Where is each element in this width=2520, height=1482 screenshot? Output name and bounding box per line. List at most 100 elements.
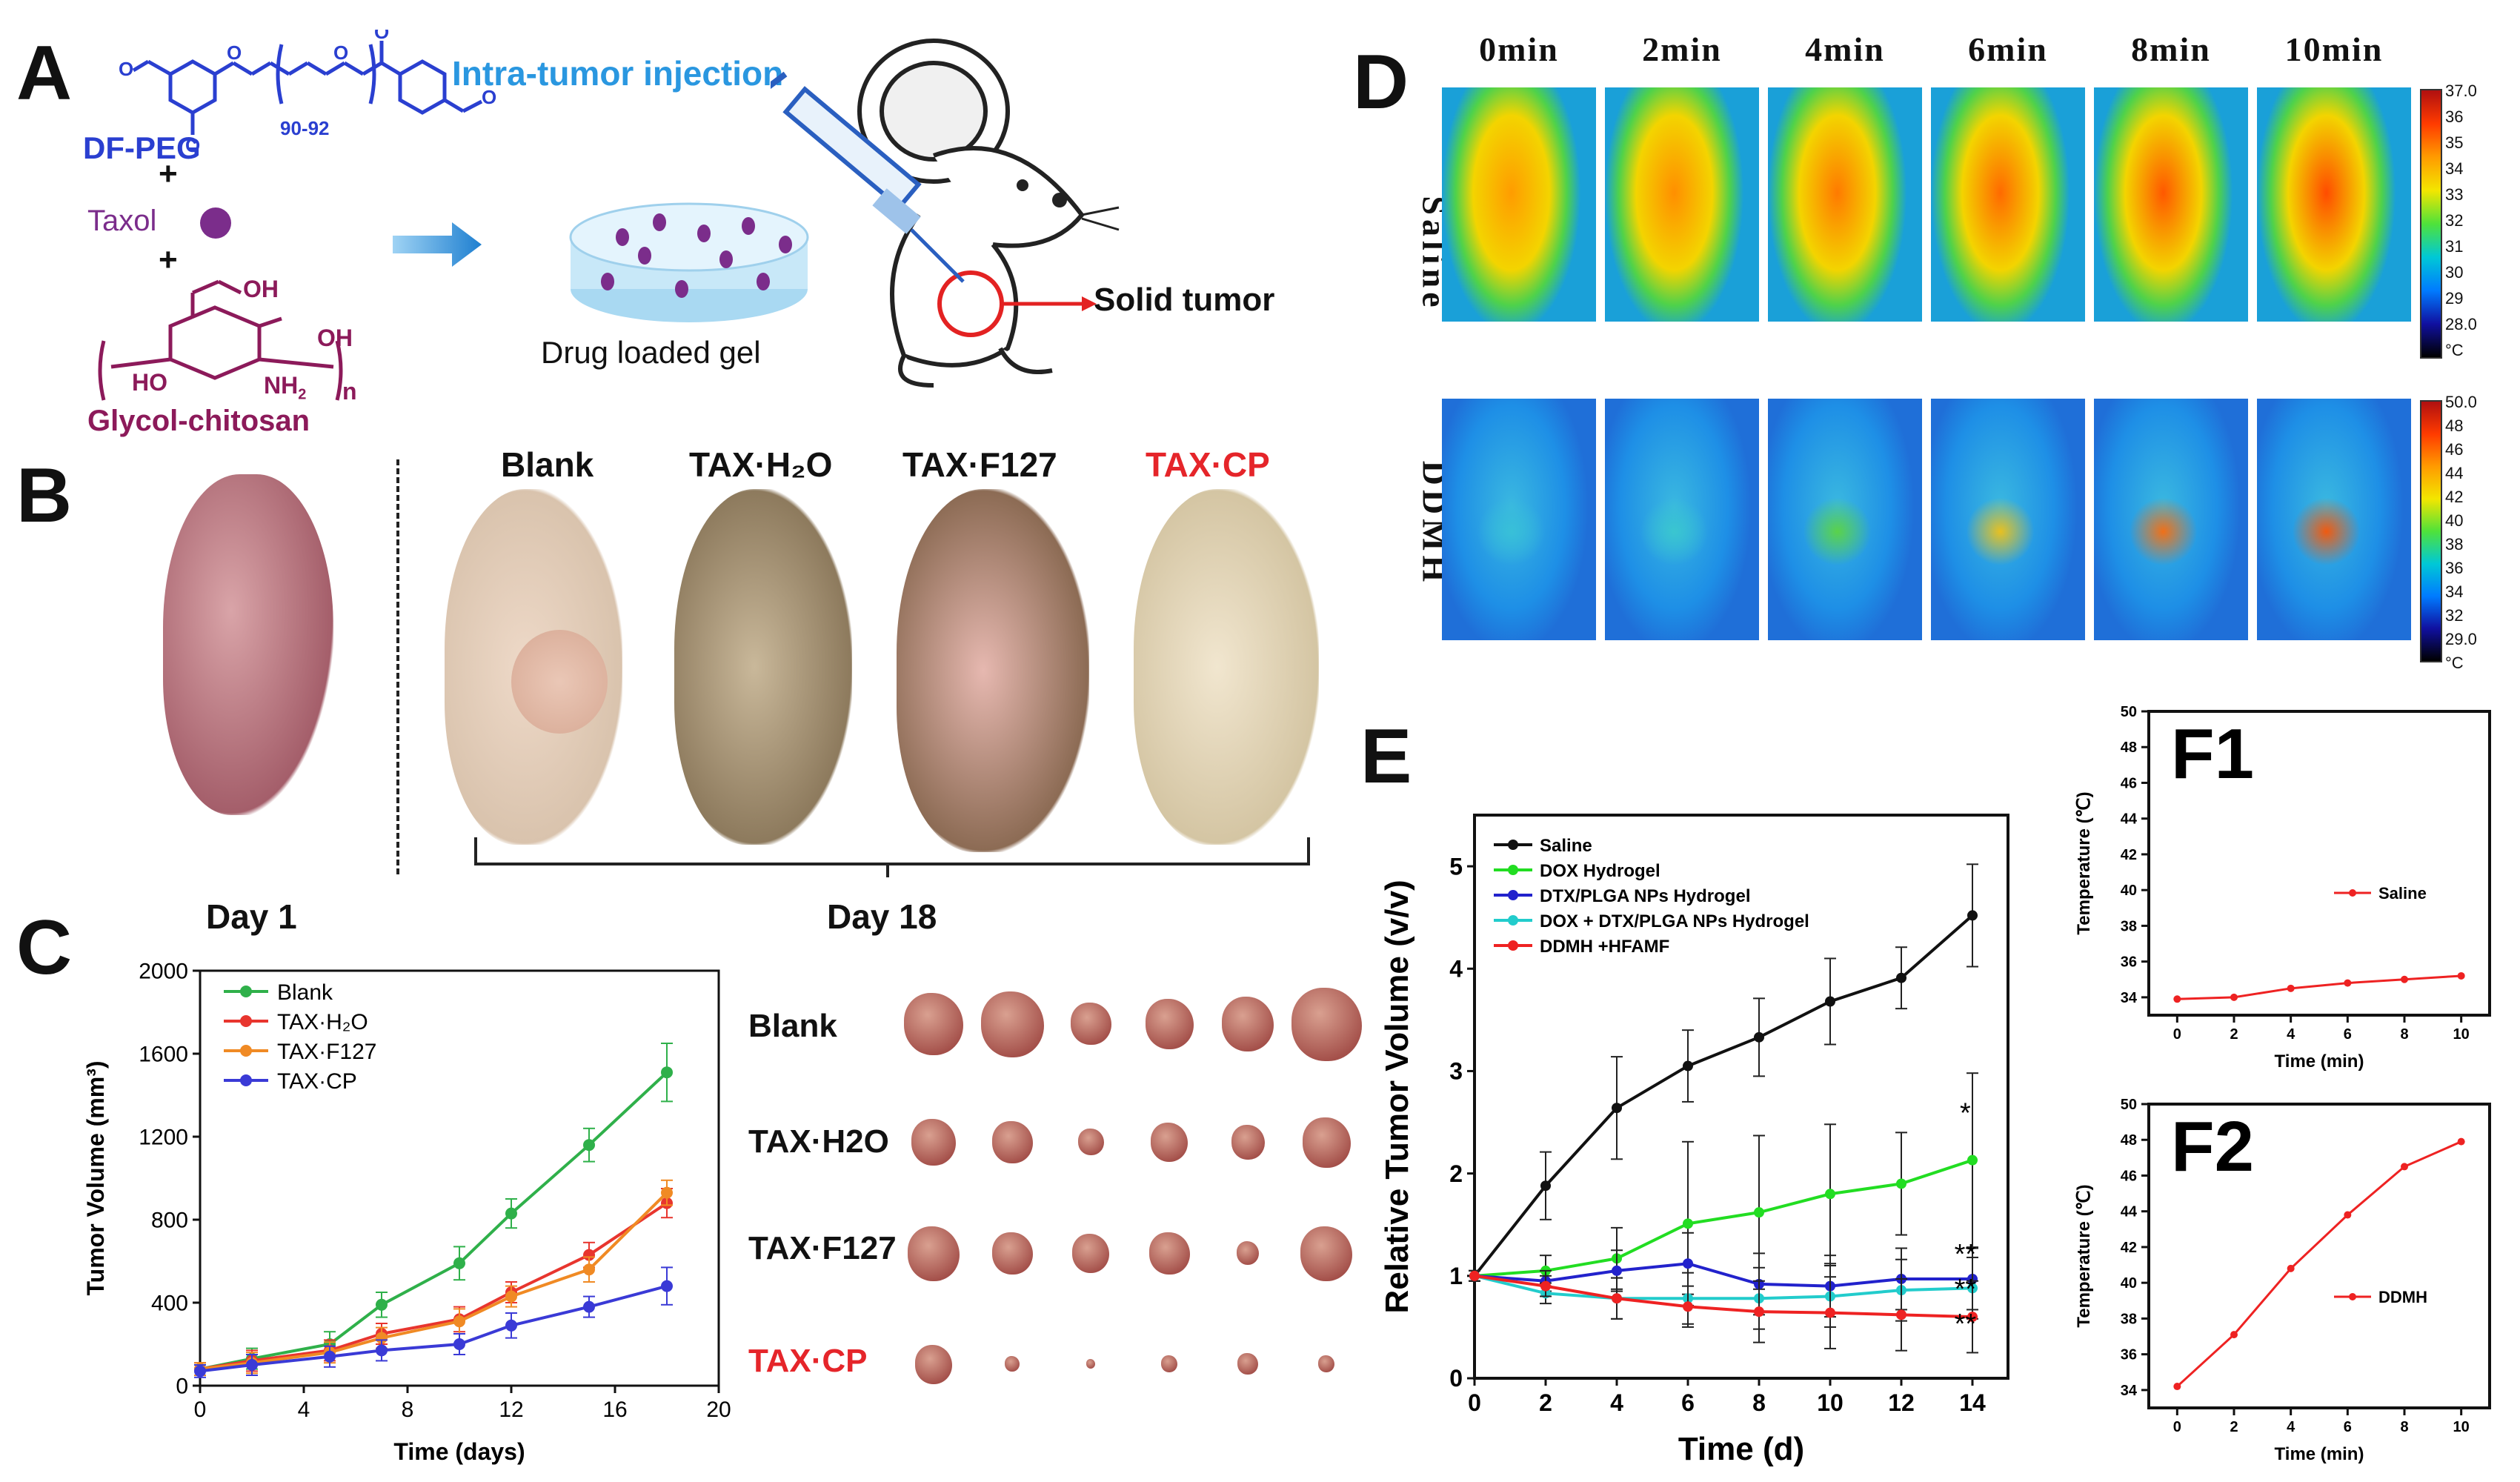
y-tick-label: 5 bbox=[1449, 853, 1463, 880]
x-tick-label: 12 bbox=[499, 1398, 523, 1422]
divider-dashed bbox=[396, 459, 399, 874]
x-tick-label: 0 bbox=[2173, 1026, 2181, 1043]
series-line bbox=[199, 1192, 668, 1371]
data-point bbox=[1896, 1178, 1906, 1189]
thermal-image-ddmh-1 bbox=[1605, 399, 1759, 640]
colorbar-tick-label: 29 bbox=[2445, 289, 2464, 308]
y-tick-label: 2 bbox=[1449, 1160, 1463, 1187]
x-tick-label: 2 bbox=[2230, 1026, 2238, 1043]
plot-frame bbox=[199, 969, 720, 1387]
data-point bbox=[453, 1257, 465, 1269]
plot-frame bbox=[1473, 814, 2009, 1380]
solid-tumor-label: Solid tumor bbox=[1094, 282, 1275, 318]
excised-tumor bbox=[1318, 1355, 1334, 1373]
series-line bbox=[1474, 1262, 1972, 1288]
legend-e: Saline DOX Hydrogel DTX/PLGA NPs Hydrogel D… bbox=[1494, 836, 1809, 957]
x-tick-label: 6 bbox=[2344, 1026, 2352, 1043]
x-tick-label: 2 bbox=[1539, 1389, 1552, 1416]
excised-tumor bbox=[1222, 997, 1274, 1051]
significance-mark: ** bbox=[1955, 1274, 1977, 1305]
data-point bbox=[1469, 1270, 1480, 1281]
colorbar-tick-label: 37.0 bbox=[2445, 82, 2477, 100]
series-line bbox=[1474, 1274, 1973, 1300]
data-point bbox=[2344, 1211, 2352, 1219]
data-point bbox=[376, 1298, 388, 1311]
data-point bbox=[2173, 1383, 2181, 1391]
glycol-chitosan-label: Glycol-chitosan bbox=[87, 405, 310, 437]
x-tick-label: 2 bbox=[2230, 1419, 2238, 1435]
panel-letter-c: C bbox=[16, 905, 73, 991]
colorbar-tick-label: 40 bbox=[2445, 511, 2464, 530]
y-tick-label: 400 bbox=[151, 1292, 188, 1316]
colorbar-tick-label: 36 bbox=[2445, 559, 2464, 577]
panel-letter-b: B bbox=[16, 453, 73, 539]
data-point bbox=[1967, 1312, 1978, 1323]
svg-text:O: O bbox=[185, 134, 200, 156]
excised-tumor bbox=[991, 1232, 1033, 1275]
y-tick-label: 48 bbox=[2121, 740, 2137, 756]
y-axis-label: Temperature (℃) bbox=[2074, 791, 2094, 934]
data-point bbox=[2287, 984, 2295, 992]
x-axis-label: Time (d) bbox=[1678, 1431, 1804, 1467]
taxol-dot bbox=[200, 207, 231, 239]
series-line bbox=[2177, 974, 2461, 1000]
excised-tumor bbox=[991, 1120, 1033, 1164]
data-point bbox=[453, 1315, 465, 1328]
series-0 bbox=[1469, 863, 1978, 1282]
legend-label: Blank bbox=[277, 980, 333, 1005]
colorbar-tick-label: 29.0 bbox=[2445, 630, 2477, 648]
legend-marker bbox=[1508, 940, 1518, 951]
time-label-4: 8min bbox=[2131, 30, 2211, 68]
legend-label: Saline bbox=[1540, 836, 1592, 856]
tumor-row-label-tax-h2o: TAX·H2O bbox=[748, 1123, 889, 1160]
data-point bbox=[246, 1359, 258, 1371]
colorbar-tick-label: 46 bbox=[2445, 440, 2464, 459]
excised-tumor bbox=[1237, 1353, 1258, 1375]
excised-tumor bbox=[1077, 1128, 1104, 1156]
thermal-image-ddmh-2 bbox=[1768, 399, 1922, 640]
excised-tumor bbox=[1148, 1232, 1190, 1275]
peg-repeat-label: 90-92 bbox=[280, 117, 330, 139]
x-tick-label: 4 bbox=[1610, 1389, 1623, 1416]
data-point bbox=[2230, 1331, 2238, 1339]
thermal-image-saline-3 bbox=[1931, 87, 2085, 322]
colorbar-tick-label: 48 bbox=[2445, 416, 2464, 435]
y-tick-label: 38 bbox=[2121, 1311, 2137, 1327]
series-line bbox=[1474, 1158, 1973, 1277]
colorbar-tick-label: 38 bbox=[2445, 535, 2464, 554]
data-point bbox=[2344, 979, 2352, 987]
x-tick-label: 8 bbox=[2400, 1026, 2408, 1043]
data-point bbox=[661, 1280, 673, 1292]
time-label-3: 6min bbox=[1968, 30, 2048, 68]
panel-letter-d: D bbox=[1353, 39, 1409, 125]
legend-marker bbox=[240, 1045, 252, 1057]
y-tick-label: 50 bbox=[2121, 1097, 2137, 1113]
svg-text:O: O bbox=[374, 30, 389, 43]
intra-tumor-label: Intra-tumor injection bbox=[452, 54, 784, 93]
df-peg-label: DF-PEG bbox=[83, 130, 201, 165]
y-axis-label: Relative Tumor Volume (v/v) bbox=[1379, 880, 1415, 1313]
oh-label-2: OH bbox=[317, 325, 353, 351]
excised-tumor bbox=[1302, 1117, 1351, 1168]
x-tick-label: 4 bbox=[298, 1398, 310, 1422]
y-tick-label: 2000 bbox=[139, 960, 188, 984]
x-tick-label: 0 bbox=[194, 1398, 207, 1422]
panel-letter-a: A bbox=[16, 30, 73, 116]
y-tick-label: 800 bbox=[151, 1209, 188, 1233]
excised-tumor bbox=[1151, 1123, 1188, 1162]
legend-label: DOX + DTX/PLGA NPs Hydrogel bbox=[1540, 911, 1809, 931]
colorbar-tick-label: 42 bbox=[2445, 488, 2464, 506]
x-tick-label: 4 bbox=[2287, 1026, 2295, 1043]
excised-tumor bbox=[1231, 1124, 1265, 1160]
nh2-label: NH2 bbox=[264, 372, 307, 403]
glycol-chitosan-structure bbox=[98, 279, 343, 401]
thermal-image-ddmh-5 bbox=[2257, 399, 2411, 640]
colorbar-tick-label: 34 bbox=[2445, 159, 2464, 178]
panel-letter-e: E bbox=[1360, 714, 1412, 800]
group-label-tax-h2o: TAX·H₂O bbox=[689, 445, 833, 484]
y-tick-label: 34 bbox=[2121, 1383, 2138, 1399]
thermal-image-saline-1 bbox=[1605, 87, 1759, 322]
excised-tumor bbox=[911, 1119, 956, 1166]
legend-label: DTX/PLGA NPs Hydrogel bbox=[1540, 886, 1750, 906]
